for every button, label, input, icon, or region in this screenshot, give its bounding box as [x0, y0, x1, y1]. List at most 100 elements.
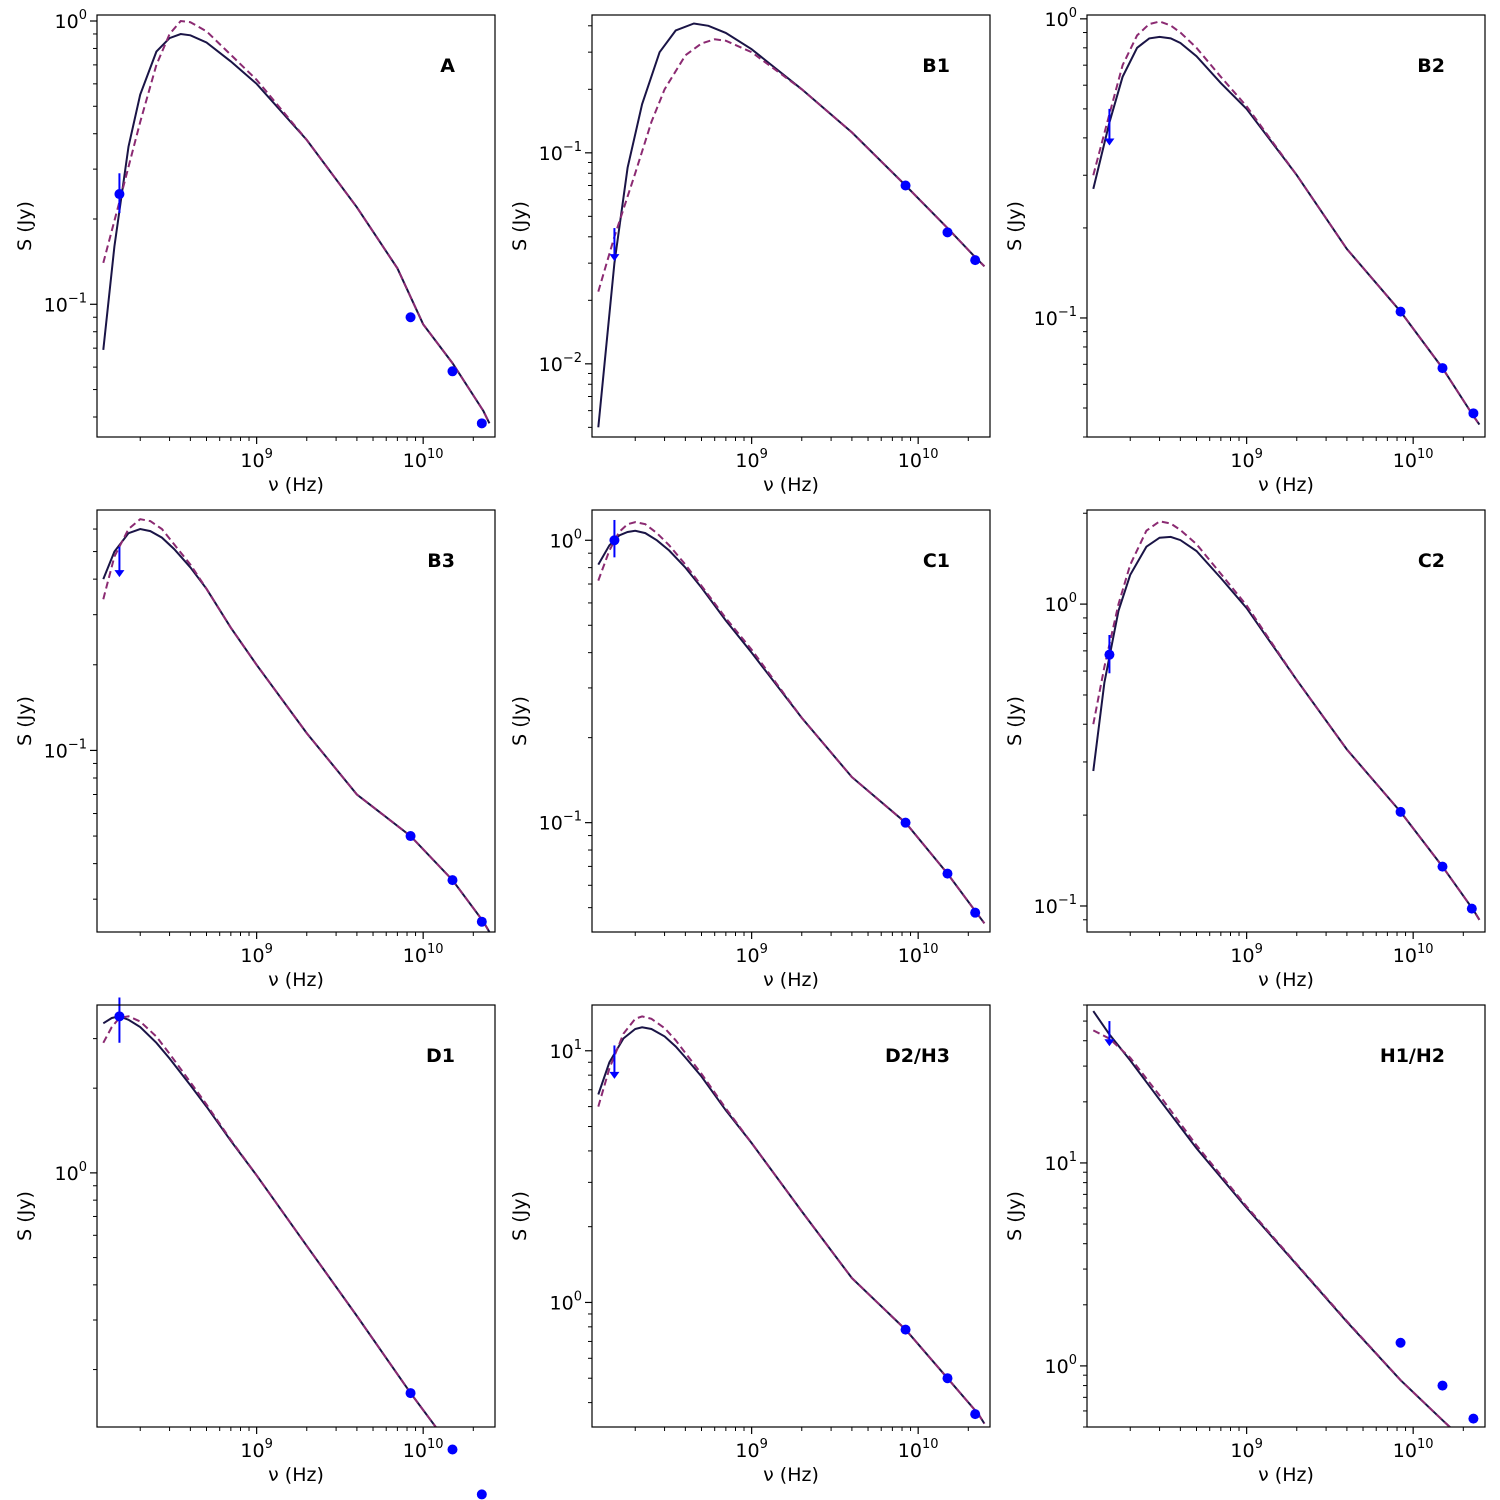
model-curve-dashed: [102, 1015, 438, 1427]
panel-label: D2/H3: [885, 1045, 950, 1067]
x-axis-label: ν (Hz): [1258, 969, 1314, 991]
model-curve-solid: [597, 1026, 986, 1425]
y-axis-label: S (Jy): [1004, 696, 1026, 746]
data-point: [1395, 806, 1406, 817]
model-curve-solid: [597, 22, 986, 428]
model-curve-dashed: [1092, 520, 1481, 921]
panel-b2: 109 1010 10−1 100 B2 ν (Hz) S (Jy): [1004, 6, 1486, 496]
y-axis-label: S (Jy): [14, 1191, 36, 1241]
data-point: [1468, 1413, 1479, 1424]
y-tick-label: 10−1: [1034, 893, 1077, 918]
y-axis-label: S (Jy): [14, 696, 36, 746]
y-tick-label: 10−1: [1034, 305, 1077, 330]
upper-limit-arrowhead: [114, 570, 125, 578]
data-point: [114, 1011, 125, 1022]
panel-a: 109 1010 10−1 100 Aν (Hz) S (Jy): [14, 8, 496, 496]
data-point: [942, 868, 953, 879]
data-point: [970, 255, 981, 266]
y-tick-label: 100: [550, 527, 582, 552]
axes-frame: [1086, 509, 1486, 933]
model-curve-dashed: [1092, 20, 1481, 426]
data-point: [447, 1444, 458, 1455]
panel-label: D1: [426, 1045, 455, 1067]
x-axis-label: ν (Hz): [1258, 474, 1314, 496]
x-tick-label: 109: [240, 942, 272, 967]
y-tick-label: 100: [1045, 6, 1077, 31]
model-curve-dashed: [597, 38, 986, 292]
y-tick-label: 100: [550, 1289, 582, 1314]
data-point: [405, 312, 416, 323]
data-point: [476, 1489, 487, 1500]
x-tick-label: 1010: [898, 1437, 939, 1462]
upper-limit-arrowhead: [609, 254, 620, 262]
data-point: [476, 916, 487, 927]
model-curve-solid: [1092, 35, 1481, 426]
data-point: [476, 418, 487, 429]
data-point: [970, 1409, 981, 1420]
y-tick-label: 10−1: [539, 810, 582, 835]
axes-frame: [1086, 1004, 1486, 1428]
upper-limit-arrowhead: [609, 1071, 620, 1079]
x-tick-label: 1010: [1393, 942, 1434, 967]
axes-frame: [96, 509, 496, 933]
axes-frame: [96, 1004, 496, 1428]
model-curve-solid: [1092, 535, 1481, 921]
upper-limit-arrowhead: [1104, 138, 1115, 146]
data-point: [1466, 903, 1477, 914]
panel-label: B1: [922, 55, 950, 77]
data-point: [1395, 1337, 1406, 1348]
data-point: [970, 907, 981, 918]
model-curve-solid: [1092, 1010, 1452, 1427]
x-axis-label: ν (Hz): [1258, 1464, 1314, 1486]
y-axis-label: S (Jy): [509, 201, 531, 251]
x-tick-label: 109: [735, 1437, 767, 1462]
y-axis-label: S (Jy): [509, 1191, 531, 1241]
x-tick-label: 1010: [898, 447, 939, 472]
panel-label: C1: [923, 550, 950, 572]
data-point: [900, 1324, 911, 1335]
data-point: [900, 180, 911, 191]
y-tick-label: 100: [1045, 591, 1077, 616]
x-tick-label: 1010: [403, 1437, 444, 1462]
model-curve-dashed: [597, 521, 986, 924]
axes-frame: [1086, 14, 1486, 438]
axes-frame: [591, 14, 991, 438]
panel-label: C2: [1418, 550, 1445, 572]
panel-b1: 109 1010 10−2 10−1 B1 ν (Hz) S (Jy): [509, 14, 991, 496]
data-point: [405, 1388, 416, 1399]
x-tick-label: 1010: [403, 942, 444, 967]
model-curve-solid: [102, 32, 491, 424]
model-curve-dashed: [102, 518, 491, 932]
data-point: [114, 189, 125, 200]
x-tick-label: 109: [1230, 1437, 1262, 1462]
panel-label: H1/H2: [1380, 1045, 1445, 1067]
axes-frame: [96, 14, 496, 438]
panel-c1: 109 1010 10−1 100 C1 ν (Hz) S (Jy): [509, 509, 991, 991]
panel-b3: 109 1010 10−1 B3 ν (Hz) S (Jy): [14, 509, 496, 991]
model-curve-solid: [597, 529, 986, 924]
y-tick-label: 100: [55, 1160, 87, 1185]
data-point: [900, 817, 911, 828]
y-tick-label: 100: [55, 8, 87, 33]
x-tick-label: 109: [240, 447, 272, 472]
axes-frame: [591, 509, 991, 933]
model-curve-dashed: [1092, 1029, 1452, 1427]
data-point: [942, 1373, 953, 1384]
panel-label: B2: [1417, 55, 1445, 77]
x-axis-label: ν (Hz): [763, 474, 819, 496]
x-tick-label: 109: [735, 942, 767, 967]
x-tick-label: 109: [735, 447, 767, 472]
x-axis-label: ν (Hz): [268, 474, 324, 496]
y-axis-label: S (Jy): [1004, 1191, 1026, 1241]
y-tick-label: 10−1: [539, 140, 582, 165]
data-point: [405, 831, 416, 842]
y-tick-label: 101: [550, 1038, 582, 1063]
panel-c2: 109 1010 10−1 100 C2 ν (Hz) S (Jy): [1004, 509, 1486, 991]
data-point: [1437, 861, 1448, 872]
data-point: [447, 875, 458, 886]
x-axis-label: ν (Hz): [268, 1464, 324, 1486]
x-axis-label: ν (Hz): [763, 969, 819, 991]
panel-label: B3: [427, 550, 455, 572]
data-point: [1437, 363, 1448, 374]
x-tick-label: 1010: [1393, 447, 1434, 472]
